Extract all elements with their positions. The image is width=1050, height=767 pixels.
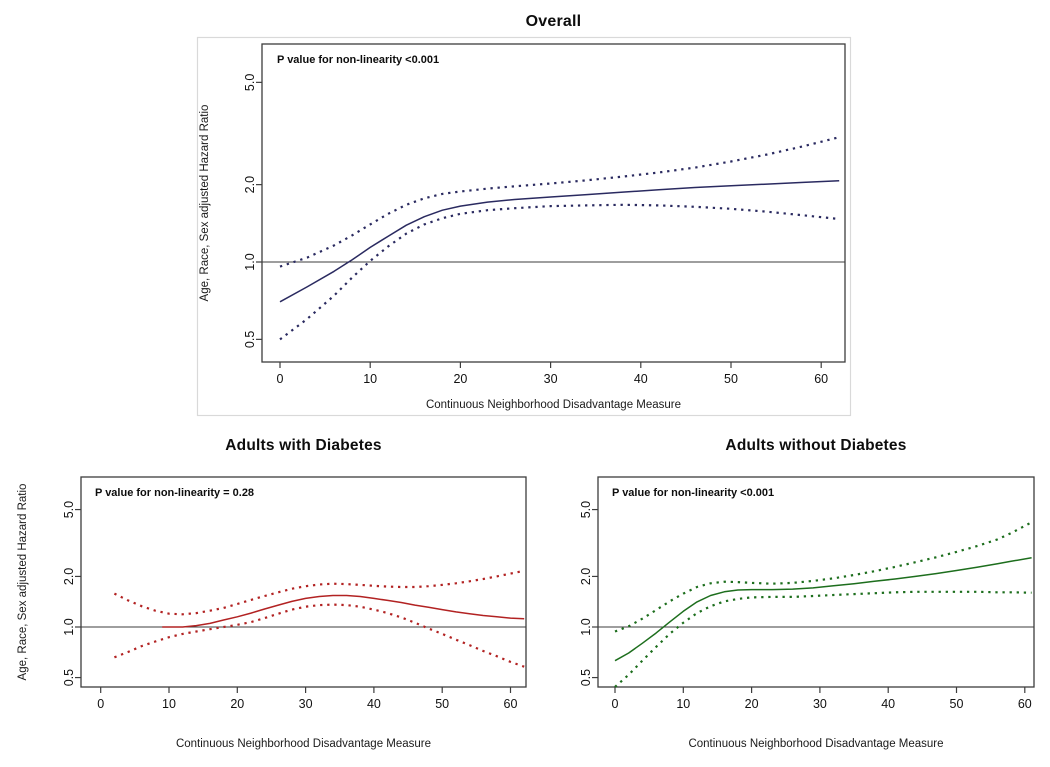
yaxis-label-with-diabetes: Age, Race, Sex adjusted Hazard Ratio — [17, 483, 29, 681]
overall-xtick-label: 40 — [634, 372, 648, 386]
overall-xtick-label: 50 — [724, 372, 738, 386]
overall-estimate-curve — [279, 180, 840, 303]
overall-ci-curve — [279, 203, 840, 341]
with_diabetes-xtick-label: 40 — [367, 697, 381, 711]
with_diabetes-xtick-label: 20 — [230, 697, 244, 711]
overall-plot-box — [261, 43, 846, 363]
with_diabetes-xtick-label: 50 — [435, 697, 449, 711]
with_diabetes-ci-curve — [114, 603, 525, 668]
panel-title-without-diabetes: Adults without Diabetes — [725, 437, 907, 454]
without_diabetes-ytick-label: 1.0 — [579, 618, 593, 635]
panel-title-with-diabetes: Adults with Diabetes — [225, 437, 382, 454]
without_diabetes-xtick-label: 20 — [745, 697, 759, 711]
overall-xtick-label: 20 — [453, 372, 467, 386]
pvalue-annotation-overall: P value for non-linearity <0.001 — [277, 54, 440, 66]
pvalue-annotation-with-diabetes: P value for non-linearity = 0.28 — [95, 487, 255, 499]
with_diabetes-ytick-label: 2.0 — [62, 568, 76, 585]
without_diabetes-xtick-label: 0 — [612, 697, 619, 711]
with_diabetes-ytick-label: 0.5 — [62, 669, 76, 686]
without_diabetes-ci-curve — [614, 590, 1032, 688]
overall-figure-border — [196, 36, 852, 417]
with_diabetes-xtick-label: 0 — [97, 697, 104, 711]
yaxis-label-overall: Age, Race, Sex adjusted Hazard Ratio — [199, 104, 211, 302]
overall-xtick-label: 0 — [277, 372, 284, 386]
with_diabetes-plot-box — [80, 476, 527, 688]
xaxis-label-with-diabetes: Continuous Neighborhood Disadvantage Mea… — [175, 738, 432, 750]
without_diabetes-plot-box — [597, 476, 1035, 688]
overall-plot: 0 10 20 30 40 50 60 0.5 1.0 2.0 5.0 — [243, 43, 846, 386]
without_diabetes-ytick-label: 0.5 — [579, 669, 593, 686]
with_diabetes-xtick-label: 60 — [504, 697, 518, 711]
without_diabetes-ytick-label: 5.0 — [579, 501, 593, 518]
overall-xtick-label: 60 — [814, 372, 828, 386]
overall-xtick-label: 10 — [363, 372, 377, 386]
overall-xtick-label: 30 — [544, 372, 558, 386]
xaxis-label-overall: Continuous Neighborhood Disadvantage Mea… — [425, 399, 682, 411]
overall-ytick-label: 2.0 — [243, 176, 257, 193]
overall-ytick-label: 5.0 — [243, 74, 257, 91]
pvalue-annotation-without-diabetes: P value for non-linearity <0.001 — [612, 487, 775, 499]
panel-title-overall: Overall — [525, 13, 582, 30]
without_diabetes-plot: 0 10 20 30 40 50 60 0.5 1.0 2.0 5.0 — [579, 476, 1035, 711]
without_diabetes-ci-curve — [614, 521, 1033, 633]
with_diabetes-plot: 0 10 20 30 40 50 60 0.5 1.0 2.0 5.0 — [62, 476, 527, 711]
without_diabetes-ytick-label: 2.0 — [579, 568, 593, 585]
with_diabetes-ci-curve — [113, 569, 525, 616]
without_diabetes-xtick-label: 50 — [950, 697, 964, 711]
without_diabetes-estimate-curve — [614, 557, 1032, 662]
with_diabetes-ytick-label: 1.0 — [62, 618, 76, 635]
overall-ci-curve — [279, 136, 840, 268]
overall-ytick-label: 1.0 — [243, 253, 257, 270]
with_diabetes-estimate-curve — [162, 594, 525, 628]
with_diabetes-xtick-label: 30 — [299, 697, 313, 711]
with_diabetes-ytick-label: 5.0 — [62, 501, 76, 518]
overall-ytick-label: 0.5 — [243, 331, 257, 348]
without_diabetes-xtick-label: 60 — [1018, 697, 1032, 711]
xaxis-label-without-diabetes: Continuous Neighborhood Disadvantage Mea… — [688, 738, 944, 750]
without_diabetes-xtick-label: 30 — [813, 697, 827, 711]
with_diabetes-xtick-label: 10 — [162, 697, 176, 711]
without_diabetes-xtick-label: 10 — [676, 697, 690, 711]
without_diabetes-xtick-label: 40 — [881, 697, 895, 711]
